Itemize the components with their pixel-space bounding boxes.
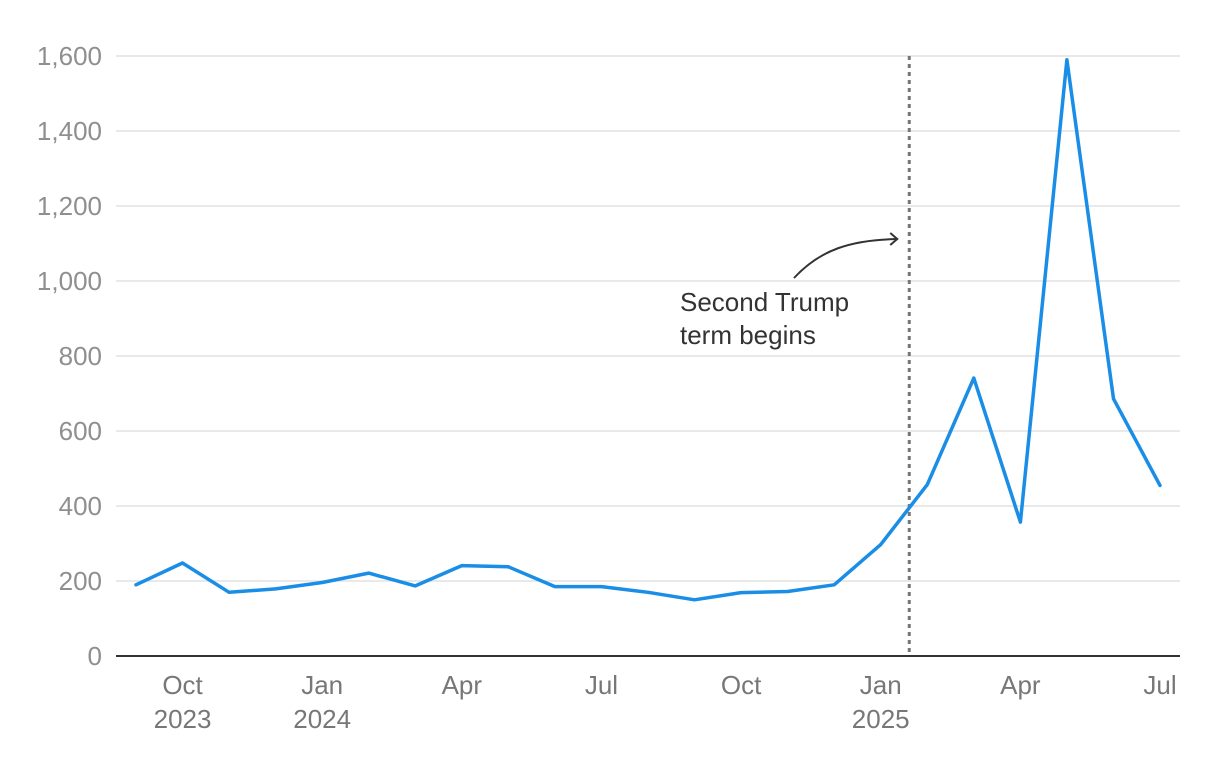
x-axis-tick-labels: Oct 2023 Jan 2024 Apr Jul Oct Jan 2025 Apr Jul bbox=[154, 670, 1177, 734]
data-point bbox=[693, 598, 697, 602]
annotation-arrowhead bbox=[889, 232, 899, 246]
data-point bbox=[274, 587, 278, 591]
x-tick-label: Apr bbox=[1000, 670, 1041, 700]
data-point bbox=[506, 565, 510, 569]
series-line bbox=[134, 58, 1162, 602]
x-tick-label: 2024 bbox=[293, 704, 351, 734]
data-point bbox=[460, 564, 464, 568]
data-point bbox=[972, 376, 976, 380]
x-tick-label: Jul bbox=[1143, 670, 1176, 700]
data-point bbox=[599, 585, 603, 589]
x-tick-label: Jul bbox=[585, 670, 618, 700]
y-tick-label: 200 bbox=[59, 566, 102, 596]
y-tick-label: 1,200 bbox=[37, 191, 102, 221]
data-point bbox=[646, 590, 650, 594]
data-point bbox=[832, 583, 836, 587]
y-tick-label: 1,400 bbox=[37, 116, 102, 146]
x-tick-label: Oct bbox=[721, 670, 762, 700]
x-tick-label: Apr bbox=[442, 670, 483, 700]
y-axis-tick-labels: 0 200 400 600 800 1,000 1,200 1,400 1,600 bbox=[37, 41, 102, 671]
annotation-line: Second Trump bbox=[680, 287, 849, 317]
data-point bbox=[553, 585, 557, 589]
gridlines bbox=[116, 55, 1180, 582]
y-tick-label: 1,600 bbox=[37, 41, 102, 71]
y-tick-label: 600 bbox=[59, 416, 102, 446]
y-tick-label: 800 bbox=[59, 341, 102, 371]
x-tick-label: 2023 bbox=[154, 704, 212, 734]
y-tick-label: 400 bbox=[59, 491, 102, 521]
data-point bbox=[1065, 58, 1069, 62]
annotation-arrow bbox=[793, 238, 898, 279]
data-point bbox=[181, 561, 185, 565]
x-tick-label: 2025 bbox=[852, 704, 910, 734]
annotation-line: term begins bbox=[680, 320, 816, 350]
data-point bbox=[320, 581, 324, 584]
data-point bbox=[227, 590, 231, 594]
x-tick-label: Jan bbox=[301, 670, 343, 700]
x-tick-label: Jan bbox=[860, 670, 902, 700]
x-tick-label: Oct bbox=[162, 670, 203, 700]
data-point bbox=[1158, 483, 1162, 487]
data-point bbox=[879, 543, 883, 547]
y-tick-label: 0 bbox=[88, 641, 102, 671]
data-point bbox=[134, 583, 138, 587]
data-point bbox=[786, 590, 790, 593]
data-point bbox=[925, 483, 929, 487]
data-point bbox=[739, 591, 743, 595]
annotation-text: Second Trump term begins bbox=[680, 287, 849, 350]
data-point bbox=[1111, 397, 1115, 401]
y-tick-label: 1,000 bbox=[37, 266, 102, 296]
data-point bbox=[367, 571, 371, 575]
data-point bbox=[413, 584, 417, 588]
data-series bbox=[134, 58, 1162, 602]
annotation: Second Trump term begins bbox=[680, 232, 899, 350]
data-point bbox=[1018, 520, 1022, 524]
